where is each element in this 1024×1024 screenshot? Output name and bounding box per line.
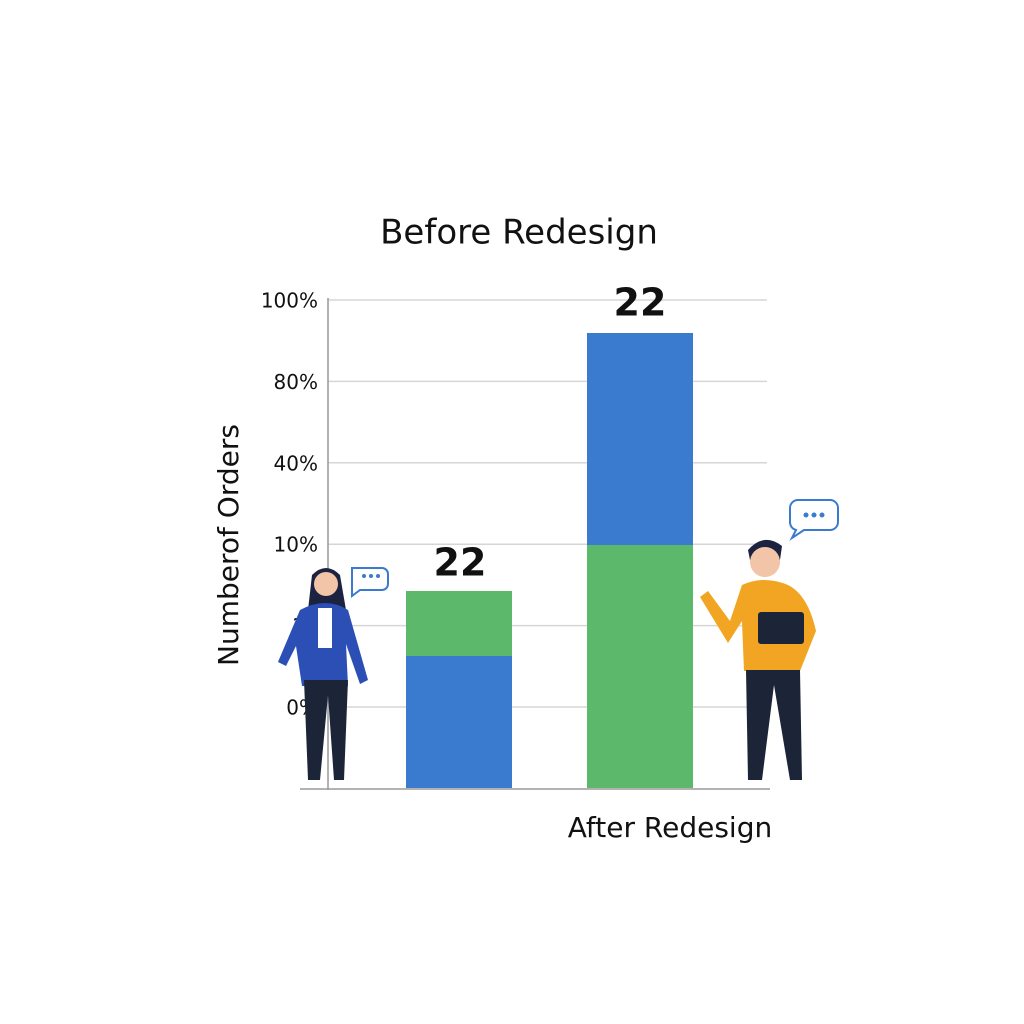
title: Before Redesign: [380, 213, 658, 253]
y-tick-label: 100%: [261, 289, 318, 313]
person-woman: [278, 567, 389, 780]
y-tick-label: 10%: [274, 533, 318, 557]
y-tick-label: 40%: [274, 451, 318, 475]
grid: 100%80%40%10%200%: [261, 289, 767, 720]
bar-label: 22: [434, 541, 487, 585]
person-man: [700, 499, 839, 780]
bar-segment: [587, 545, 693, 788]
bar-segment: [406, 656, 512, 788]
bar-segment: [587, 333, 693, 546]
bar-label: 22: [614, 281, 667, 325]
y-tick-label: 80%: [274, 370, 318, 394]
bar-segment: [406, 591, 512, 657]
y-axis-label: Numberof Orders: [212, 424, 245, 666]
x-axis-label: After Redesign: [568, 811, 772, 844]
